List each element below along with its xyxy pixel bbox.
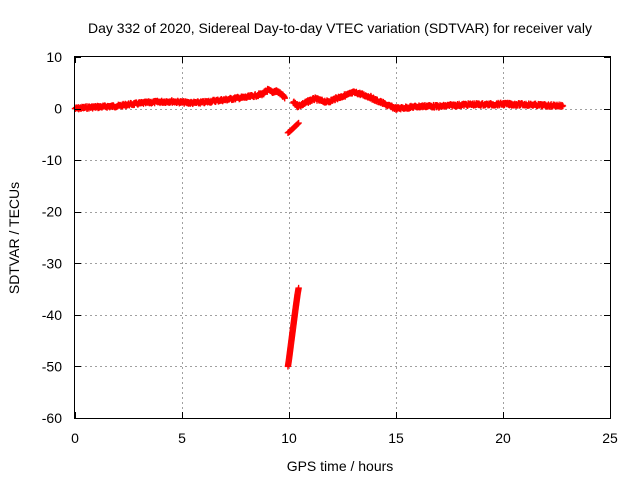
data-point	[295, 119, 302, 127]
y-axis: 10 0 -10 -20 -30 -40 -50 -60	[42, 49, 610, 426]
x-axis-label: GPS time / hours	[287, 458, 394, 474]
data-point	[559, 102, 567, 110]
y-tick-label: -60	[42, 410, 62, 426]
y-tick-label: -20	[42, 204, 62, 220]
y-tick-label: -50	[42, 358, 62, 374]
data-point	[281, 95, 288, 102]
x-tick-label: 0	[71, 430, 79, 446]
grid	[75, 57, 610, 418]
data-point	[294, 120, 302, 127]
x-tick-label: 10	[281, 430, 297, 446]
x-tick-label: 25	[602, 430, 618, 446]
y-tick-label: -40	[42, 307, 62, 323]
chart-title: Day 332 of 2020, Sidereal Day-to-day VTE…	[88, 20, 592, 36]
data-points	[71, 85, 567, 370]
y-tick-label: -10	[42, 152, 62, 168]
y-axis-label: SDTVAR / TECUs	[6, 182, 22, 294]
x-tick-label: 15	[388, 430, 404, 446]
y-tick-label: -30	[42, 255, 62, 271]
plot-frame	[74, 56, 611, 419]
data-point	[294, 121, 301, 128]
y-tick-label: 10	[46, 49, 62, 65]
x-axis: 0 5 10 15 20 25	[71, 57, 618, 446]
y-tick-label: 0	[54, 101, 62, 117]
x-tick-label: 20	[495, 430, 511, 446]
x-tick-label: 5	[178, 430, 186, 446]
data-point	[295, 284, 302, 292]
